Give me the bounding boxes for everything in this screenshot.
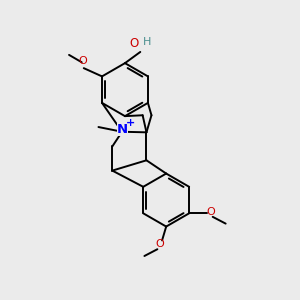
- Text: H: H: [142, 37, 151, 46]
- Text: N: N: [117, 123, 128, 136]
- Text: O: O: [155, 239, 164, 249]
- Text: O: O: [78, 56, 87, 66]
- Text: O: O: [206, 207, 215, 217]
- Text: +: +: [126, 118, 135, 128]
- Text: O: O: [129, 37, 139, 50]
